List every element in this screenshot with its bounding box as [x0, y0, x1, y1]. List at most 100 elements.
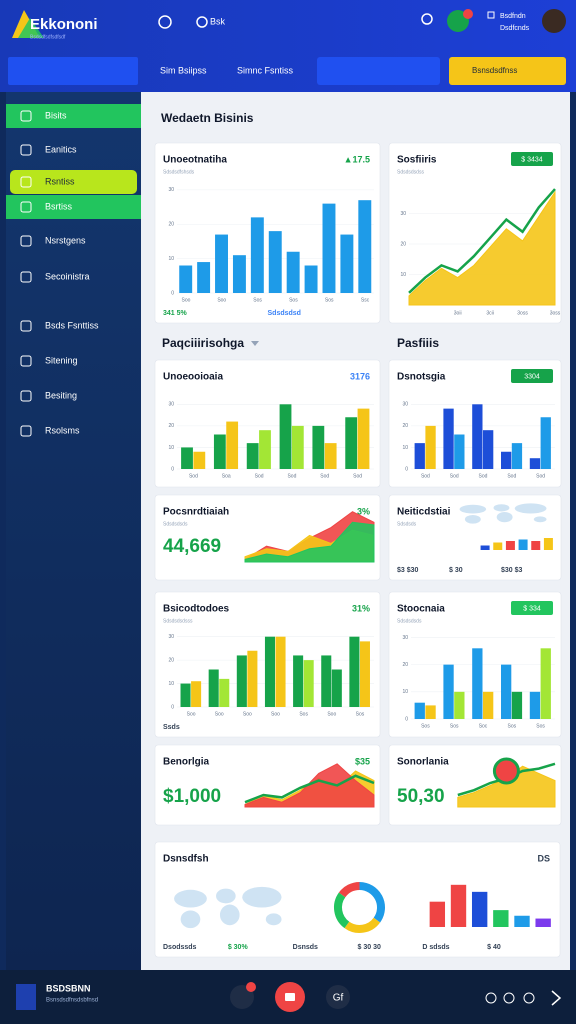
search-box[interactable] — [8, 57, 138, 85]
y-tick-label: 0 — [405, 466, 408, 472]
nav-link[interactable]: Simnc Fsntiss — [237, 65, 294, 75]
nav-icon[interactable] — [20, 320, 32, 332]
bar — [303, 660, 314, 707]
nav-highlight — [10, 170, 137, 194]
bar — [454, 434, 465, 469]
x-tick-label: Soc — [479, 723, 488, 729]
nav-icon[interactable] — [20, 271, 32, 283]
avatar[interactable] — [542, 9, 566, 33]
bar — [529, 458, 541, 469]
action-button[interactable] — [449, 57, 566, 85]
section-title: Paqciiirisohga — [162, 336, 244, 350]
bar — [232, 255, 246, 293]
bar — [275, 636, 286, 707]
bar — [279, 404, 292, 469]
icon — [487, 11, 495, 19]
card — [388, 494, 562, 581]
nav-item[interactable]: Rsolsms — [45, 425, 80, 435]
nav-icon[interactable] — [20, 425, 32, 437]
bottom-icon[interactable] — [503, 992, 515, 1004]
tagline: Bsdsdfsdfsdfsdf — [30, 34, 66, 40]
card-subtitle: Sdsdsdsdss — [397, 169, 424, 175]
card-subtitle: Sdsdsds — [397, 521, 417, 527]
icon[interactable] — [421, 13, 433, 25]
bottom-icon[interactable] — [551, 990, 562, 1006]
bar — [529, 691, 541, 719]
map-land — [265, 913, 282, 926]
x-tick-label: Sod — [507, 473, 516, 479]
nav-item[interactable]: Bsrtiss — [45, 201, 73, 211]
x-tick-label: Ssc — [361, 297, 370, 303]
badge — [511, 601, 553, 615]
bar — [312, 425, 325, 469]
bar — [505, 541, 515, 550]
section-title: Pasfiiis — [397, 336, 439, 350]
line — [408, 188, 556, 294]
card-footer: D sdsds — [422, 944, 449, 951]
nav-item[interactable]: Bisits — [45, 110, 67, 120]
nav-icon[interactable] — [20, 110, 32, 122]
bar — [472, 648, 483, 719]
y-tick-label: 10 — [168, 256, 174, 262]
x-tick-label: Sos — [421, 723, 430, 729]
nav-item[interactable]: Rsntiss — [45, 176, 75, 186]
badge-label: ▲17.5 — [344, 154, 370, 164]
nav-link[interactable]: Sim Bsiipss — [160, 65, 207, 75]
icon[interactable] — [158, 15, 172, 29]
bottom-icon[interactable] — [485, 992, 497, 1004]
nav-item[interactable]: Besiting — [45, 390, 77, 400]
search-icon[interactable] — [196, 16, 208, 28]
bar — [293, 655, 304, 707]
y-tick-label: 10 — [168, 681, 174, 687]
card-title: Sosfiiris — [397, 155, 437, 166]
donut-segment — [338, 882, 360, 898]
nav-icon[interactable] — [20, 201, 32, 213]
user-role: Dsdfcnds — [500, 25, 530, 32]
nav-item[interactable]: Sitening — [45, 355, 78, 365]
y-tick-label: 30 — [168, 634, 174, 640]
button-label[interactable]: Bsnsdsdfnss — [472, 66, 517, 75]
x-tick-label: Sod — [287, 473, 296, 479]
card-footer: $ 30 30 — [358, 944, 381, 951]
nav-icon[interactable] — [20, 390, 32, 402]
nav-item[interactable]: Nsrstgens — [45, 235, 86, 245]
bar — [226, 421, 239, 469]
x-tick-label: Soo — [217, 297, 226, 303]
card-footer: $ 40 — [487, 944, 501, 951]
x-tick-label: Soo — [271, 711, 280, 717]
bottom-icon[interactable] — [523, 992, 535, 1004]
search-field[interactable] — [317, 57, 440, 85]
y-tick-label: 10 — [400, 272, 406, 278]
bar — [535, 918, 551, 927]
bar — [425, 705, 436, 719]
bar — [450, 884, 467, 927]
bottom-icon-label[interactable]: Gf — [333, 993, 344, 1004]
nav-item[interactable]: Bsds Fsnttiss — [45, 320, 99, 330]
donut-segment — [344, 917, 381, 933]
nav-icon[interactable] — [20, 355, 32, 367]
x-tick-label: 3oss — [517, 310, 528, 316]
badge — [511, 152, 553, 166]
bar — [472, 404, 483, 469]
map-land — [216, 888, 236, 904]
nav-icon[interactable] — [20, 235, 32, 247]
nav-item[interactable]: Secoinistra — [45, 271, 90, 281]
bar — [483, 691, 494, 719]
bar — [215, 234, 228, 293]
bar — [531, 541, 541, 550]
bar — [357, 408, 370, 469]
bar — [483, 430, 494, 469]
logo-icon — [18, 18, 44, 38]
dropdown-arrow[interactable] — [251, 341, 259, 346]
nav-icon[interactable] — [20, 176, 32, 188]
bottom-icon[interactable] — [326, 985, 350, 1009]
x-tick-label: 3cii — [486, 310, 494, 316]
user-name[interactable]: Bsdfndn — [500, 13, 526, 20]
y-tick-label: 10 — [402, 445, 408, 451]
search-hint[interactable]: Bsk — [210, 16, 226, 26]
badge-label: 3304 — [524, 373, 540, 380]
nav-item[interactable]: Eanitics — [45, 144, 77, 154]
nav-icon[interactable] — [20, 144, 32, 156]
bar — [213, 434, 226, 469]
bar — [543, 538, 553, 550]
